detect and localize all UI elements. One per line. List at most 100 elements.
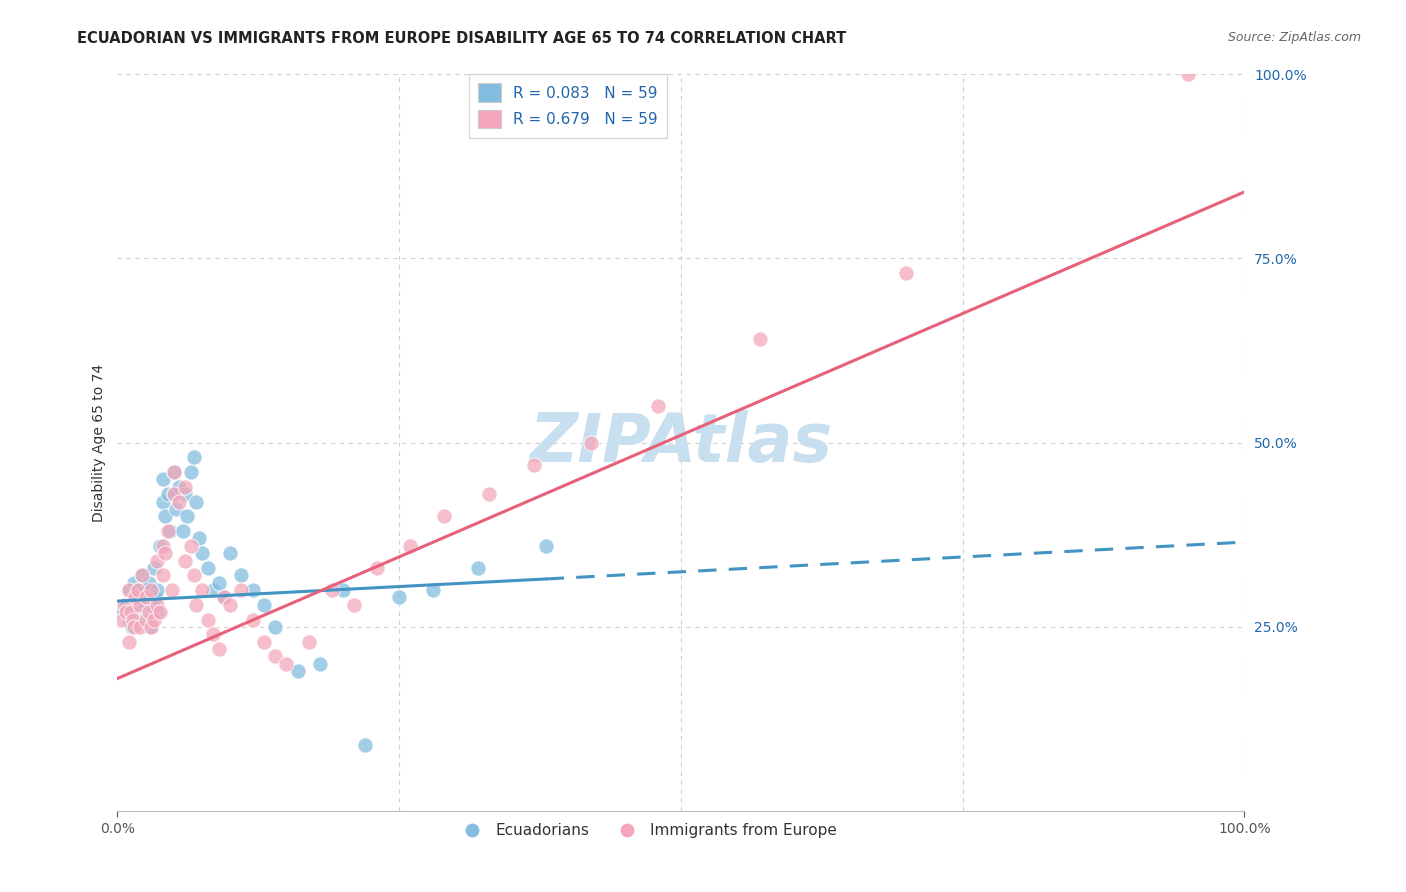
Point bbox=[186, 598, 208, 612]
Point bbox=[366, 561, 388, 575]
Point bbox=[142, 561, 165, 575]
Point bbox=[534, 539, 557, 553]
Point bbox=[165, 502, 187, 516]
Point bbox=[321, 582, 343, 597]
Point bbox=[174, 553, 197, 567]
Point bbox=[202, 582, 225, 597]
Text: Source: ZipAtlas.com: Source: ZipAtlas.com bbox=[1227, 31, 1361, 45]
Point bbox=[115, 598, 138, 612]
Point bbox=[124, 591, 146, 605]
Point bbox=[523, 458, 546, 472]
Point bbox=[152, 568, 174, 582]
Point bbox=[135, 613, 157, 627]
Point bbox=[202, 627, 225, 641]
Point bbox=[433, 509, 456, 524]
Point bbox=[142, 613, 165, 627]
Point bbox=[157, 487, 180, 501]
Point bbox=[647, 399, 669, 413]
Point bbox=[152, 473, 174, 487]
Point bbox=[1177, 67, 1199, 81]
Point bbox=[120, 605, 142, 619]
Point bbox=[231, 568, 253, 582]
Point bbox=[163, 487, 186, 501]
Point bbox=[146, 605, 169, 619]
Point bbox=[159, 524, 181, 538]
Point bbox=[214, 591, 236, 605]
Point bbox=[242, 582, 264, 597]
Point bbox=[129, 620, 152, 634]
Point bbox=[197, 613, 219, 627]
Point bbox=[169, 480, 191, 494]
Point bbox=[332, 582, 354, 597]
Point bbox=[264, 620, 287, 634]
Point bbox=[748, 332, 770, 346]
Point bbox=[141, 598, 163, 612]
Point bbox=[152, 494, 174, 508]
Point bbox=[354, 738, 377, 752]
Point bbox=[343, 598, 366, 612]
Point bbox=[388, 591, 411, 605]
Point bbox=[264, 649, 287, 664]
Point bbox=[153, 509, 176, 524]
Point bbox=[172, 524, 194, 538]
Point bbox=[127, 582, 149, 597]
Point bbox=[132, 613, 155, 627]
Point bbox=[160, 582, 183, 597]
Point bbox=[124, 620, 146, 634]
Point bbox=[149, 539, 172, 553]
Text: ZIPAtlas: ZIPAtlas bbox=[529, 409, 832, 475]
Point bbox=[208, 575, 231, 590]
Point bbox=[129, 605, 152, 619]
Point bbox=[118, 582, 141, 597]
Point bbox=[118, 634, 141, 648]
Point bbox=[121, 620, 143, 634]
Point bbox=[141, 582, 163, 597]
Point bbox=[135, 591, 157, 605]
Point bbox=[253, 634, 276, 648]
Point bbox=[124, 591, 146, 605]
Point bbox=[298, 634, 321, 648]
Point bbox=[157, 524, 180, 538]
Text: ECUADORIAN VS IMMIGRANTS FROM EUROPE DISABILITY AGE 65 TO 74 CORRELATION CHART: ECUADORIAN VS IMMIGRANTS FROM EUROPE DIS… bbox=[77, 31, 846, 46]
Point bbox=[180, 465, 202, 479]
Point bbox=[186, 494, 208, 508]
Point bbox=[399, 539, 422, 553]
Point bbox=[163, 465, 186, 479]
Point bbox=[309, 657, 332, 671]
Point bbox=[176, 509, 198, 524]
Point bbox=[112, 598, 135, 612]
Point bbox=[141, 620, 163, 634]
Point bbox=[208, 642, 231, 657]
Point bbox=[135, 582, 157, 597]
Point bbox=[896, 266, 918, 280]
Point bbox=[124, 598, 146, 612]
Point bbox=[146, 553, 169, 567]
Point bbox=[115, 605, 138, 619]
Point bbox=[135, 598, 157, 612]
Point bbox=[174, 487, 197, 501]
Point bbox=[124, 575, 146, 590]
Point bbox=[276, 657, 298, 671]
Point bbox=[112, 605, 135, 619]
Y-axis label: Disability Age 65 to 74: Disability Age 65 to 74 bbox=[93, 364, 107, 522]
Point bbox=[127, 582, 149, 597]
Point bbox=[287, 664, 309, 678]
Point bbox=[253, 598, 276, 612]
Point bbox=[174, 480, 197, 494]
Point bbox=[169, 494, 191, 508]
Point bbox=[197, 561, 219, 575]
Point bbox=[478, 487, 501, 501]
Point bbox=[231, 582, 253, 597]
Point bbox=[146, 582, 169, 597]
Point bbox=[183, 568, 205, 582]
Point bbox=[422, 582, 444, 597]
Point bbox=[187, 532, 209, 546]
Point bbox=[129, 591, 152, 605]
Point bbox=[136, 605, 159, 619]
Point bbox=[131, 568, 153, 582]
Point bbox=[579, 435, 602, 450]
Point bbox=[219, 546, 242, 560]
Point bbox=[149, 605, 172, 619]
Point bbox=[467, 561, 489, 575]
Point bbox=[180, 539, 202, 553]
